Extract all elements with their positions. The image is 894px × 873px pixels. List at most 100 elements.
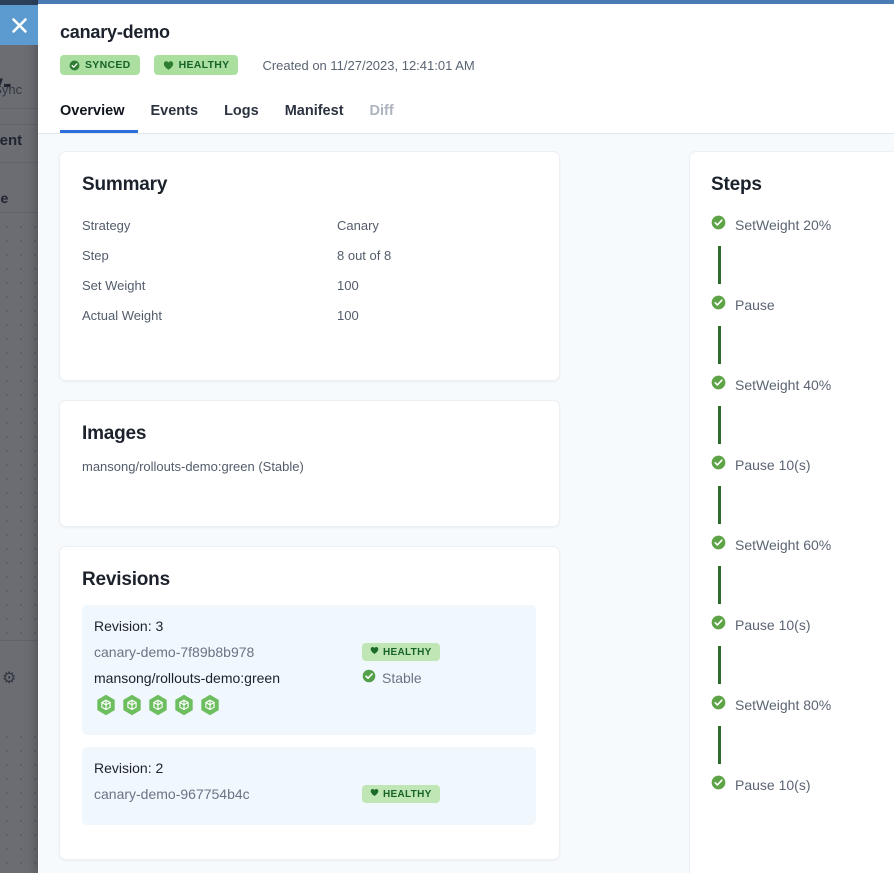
heart-icon [370, 646, 379, 658]
pod-hexagon-icon[interactable] [122, 694, 142, 721]
overview-left-column: Summary Strategy Canary Step 8 out of 8 … [38, 134, 689, 873]
revision-image-name: mansong/rollouts-demo:green [94, 669, 280, 686]
step-item: Pause 10(s) [711, 614, 894, 636]
revision-block[interactable]: Revision: 2 canary-demo-967754b4c HEALTH… [82, 747, 536, 825]
step-label: Pause 10(s) [735, 457, 811, 473]
summary-value: 100 [337, 277, 359, 293]
check-circle-icon [69, 60, 80, 71]
summary-key: Actual Weight [82, 307, 162, 323]
image-item: mansong/rollouts-demo:green (Stable) [82, 459, 304, 474]
revision-replicaset-row: canary-demo-967754b4c HEALTHY [94, 785, 522, 803]
tab-diff: Diff [369, 103, 394, 119]
status-badge-label: HEALTHY [178, 59, 230, 71]
steps-list: SetWeight 20% Pause [711, 214, 894, 796]
summary-card: Summary Strategy Canary Step 8 out of 8 … [59, 151, 560, 381]
pod-hexagon-icon[interactable] [96, 694, 116, 721]
heart-icon [370, 788, 379, 800]
pod-hexagon-icon[interactable] [148, 694, 168, 721]
summary-key: Strategy [82, 217, 131, 233]
revision-stable-status: Stable [362, 669, 422, 686]
rollout-detail-modal: canary-demo SYNCED [38, 0, 894, 873]
close-icon[interactable] [0, 5, 38, 45]
step-connector [718, 566, 721, 604]
step-label: Pause [735, 297, 775, 313]
modal-accent-bar [38, 0, 894, 4]
tab-manifest[interactable]: Manifest [284, 103, 344, 119]
check-circle-icon [711, 535, 726, 555]
check-circle-icon [711, 295, 726, 315]
step-label: Pause 10(s) [735, 617, 811, 633]
check-circle-icon [711, 215, 726, 235]
tab-bar: Overview Events Logs Manifest Diff [38, 93, 894, 134]
images-card: Images mansong/rollouts-demo:green (Stab… [59, 400, 560, 527]
modal-header: canary-demo SYNCED [38, 4, 894, 75]
images-heading: Images [82, 423, 147, 444]
revision-replicaset-name: canary-demo-7f89b8b978 [94, 644, 255, 660]
tab-logs[interactable]: Logs [224, 103, 259, 119]
step-item: Pause 10(s) [711, 454, 894, 476]
check-circle-icon [711, 695, 726, 715]
step-connector [718, 726, 721, 764]
overview-right-column: Steps SetWeight 20% [689, 134, 894, 873]
created-timestamp: Created on 11/27/2023, 12:41:01 AM [262, 57, 475, 73]
step-label: SetWeight 60% [735, 537, 832, 553]
revision-title: Revision: 3 [94, 618, 164, 634]
images-spacer [82, 474, 536, 504]
heart-icon [163, 60, 174, 71]
revision-health-badge: HEALTHY [362, 643, 440, 661]
check-circle-icon [711, 775, 726, 795]
pod-hexagon-icon[interactable] [174, 694, 194, 721]
step-item: SetWeight 80% [711, 694, 894, 716]
summary-heading: Summary [82, 174, 168, 195]
step-label: Pause 10(s) [735, 777, 811, 793]
summary-row: Set Weight 100 [82, 270, 536, 300]
summary-spacer [82, 330, 536, 358]
step-connector [718, 246, 721, 284]
step-connector [718, 486, 721, 524]
check-circle-icon [711, 615, 726, 635]
summary-value: Canary [337, 217, 379, 233]
summary-key: Step [82, 247, 109, 263]
revision-replicaset-row: canary-demo-7f89b8b978 HEALTHY [94, 643, 522, 661]
check-circle-icon [711, 375, 726, 395]
revision-pod-list [94, 694, 522, 721]
revision-block[interactable]: Revision: 3 canary-demo-7f89b8b978 HEALT… [82, 605, 536, 735]
step-item: Pause [711, 294, 894, 316]
summary-row: Actual Weight 100 [82, 300, 536, 330]
step-connector [718, 406, 721, 444]
revision-image-row: mansong/rollouts-demo:green Stable [94, 669, 522, 686]
step-connector [718, 326, 721, 364]
step-item: Pause 10(s) [711, 774, 894, 796]
pod-hexagon-icon[interactable] [200, 694, 220, 721]
status-badge-healthy: HEALTHY [153, 55, 239, 75]
summary-row: Step 8 out of 8 [82, 240, 536, 270]
step-label: SetWeight 40% [735, 377, 832, 393]
step-item: SetWeight 40% [711, 374, 894, 396]
revision-title: Revision: 2 [94, 760, 164, 776]
summary-value: 8 out of 8 [337, 247, 392, 263]
revisions-heading: Revisions [82, 569, 170, 590]
check-circle-icon [711, 455, 726, 475]
revision-health-label: HEALTHY [383, 788, 432, 800]
tab-events[interactable]: Events [150, 103, 199, 119]
tab-overview[interactable]: Overview [60, 93, 138, 133]
status-badge-row: SYNCED HEALTHY Created on 11/27/2023, 12… [60, 55, 894, 75]
step-connector [718, 646, 721, 684]
summary-key: Set Weight [82, 277, 146, 293]
revision-replicaset-name: canary-demo-967754b4c [94, 786, 250, 802]
revision-health-label: HEALTHY [383, 646, 432, 658]
step-item: SetWeight 20% [711, 214, 894, 236]
modal-body: Summary Strategy Canary Step 8 out of 8 … [38, 134, 894, 873]
page-title: canary-demo [60, 22, 170, 42]
step-item: SetWeight 60% [711, 534, 894, 556]
summary-value: 100 [337, 307, 359, 323]
step-label: SetWeight 20% [735, 217, 832, 233]
status-badge-synced: SYNCED [60, 55, 140, 75]
steps-card: Steps SetWeight 20% [689, 151, 894, 873]
revision-health-badge: HEALTHY [362, 785, 440, 803]
revisions-card: Revisions Revision: 3 canary-demo-7f89b8… [59, 546, 560, 860]
status-badge-label: SYNCED [85, 59, 131, 71]
revision-stable-label: Stable [382, 669, 422, 686]
steps-heading: Steps [711, 174, 762, 195]
check-circle-icon [362, 669, 376, 686]
